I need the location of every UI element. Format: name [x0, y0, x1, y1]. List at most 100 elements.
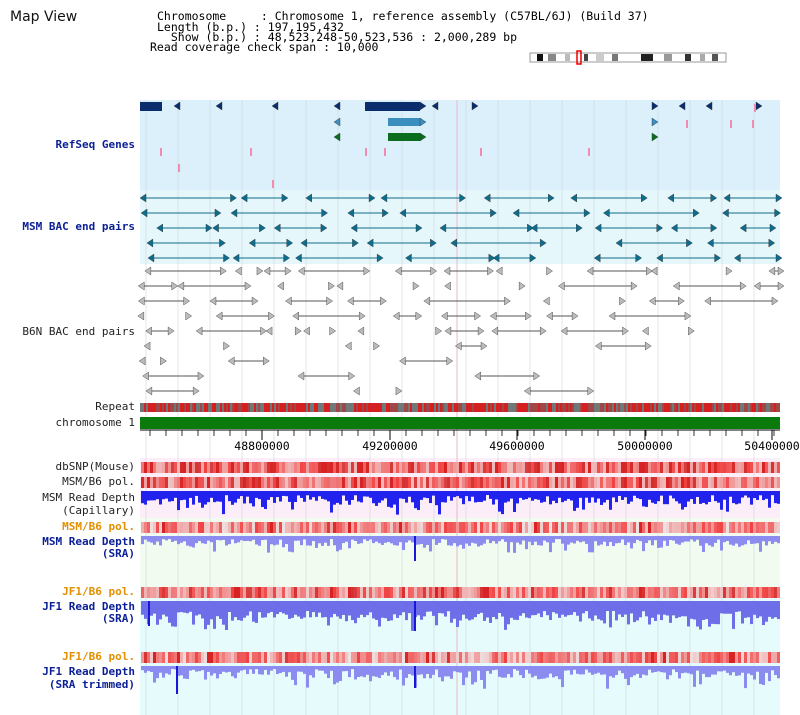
heatmap-cell — [687, 477, 690, 488]
heatmap-cell — [489, 522, 492, 533]
depth-bar — [492, 601, 495, 617]
heatmap-cell — [357, 522, 360, 533]
depth-bar — [408, 601, 411, 614]
b6n-end-right — [435, 326, 442, 336]
repeat-segment — [710, 403, 712, 412]
heatmap-cell — [759, 462, 762, 473]
msm-read-depth-capillary-label[interactable]: MSM Read Depth — [42, 491, 135, 504]
depth-bar — [570, 601, 573, 615]
heatmap-cell — [420, 587, 423, 598]
repeat-segment — [434, 403, 436, 412]
msm-read-depth-sra-label[interactable]: MSM Read Depth — [42, 535, 135, 548]
depth-bar — [771, 601, 774, 619]
b6n-end-right — [412, 281, 420, 291]
depth-bar — [465, 491, 468, 497]
bac-end-left — [156, 223, 163, 233]
repeat-segment — [554, 403, 556, 412]
repeat-segment — [302, 403, 304, 412]
depth-bar — [432, 666, 435, 675]
heatmap-tracks[interactable] — [141, 462, 780, 663]
repeat-segment — [720, 403, 722, 412]
heatmap-cell — [282, 477, 285, 488]
heatmap-cell — [669, 652, 672, 663]
repeat-segment — [292, 403, 294, 412]
depth-bar — [312, 491, 315, 498]
bac-end-right — [320, 223, 328, 233]
heatmap-cell — [726, 477, 729, 488]
depth-bar — [399, 491, 402, 499]
heatmap-cell — [480, 522, 483, 533]
jf1-read-depth-trimmed-label-2: (SRA trimmed) — [48, 678, 135, 691]
heatmap-cell — [714, 462, 717, 473]
b6n-end-right — [268, 311, 275, 321]
depth-bar — [459, 491, 462, 499]
b6n-end-right — [487, 266, 494, 276]
repeat-track[interactable] — [140, 403, 780, 412]
depth-bar — [456, 491, 459, 497]
heatmap-cell — [684, 522, 687, 533]
heatmap-cell — [669, 477, 672, 488]
refseq-genes-features[interactable] — [140, 101, 763, 188]
refseq-genes-label[interactable]: RefSeq Genes — [55, 138, 135, 151]
b6n-end-left — [137, 296, 145, 306]
b6n-bac-features[interactable] — [137, 266, 785, 396]
chromosome-ideogram[interactable] — [529, 50, 727, 65]
heatmap-cell — [675, 477, 678, 488]
depth-bar — [345, 536, 348, 542]
depth-bar — [609, 491, 612, 510]
depth-bar — [561, 601, 564, 615]
depth-bar — [351, 601, 354, 621]
jf1-read-depth-trimmed-label[interactable]: JF1 Read Depth — [42, 665, 135, 678]
heatmap-cell — [231, 477, 234, 488]
heatmap-cell — [258, 477, 261, 488]
heatmap-cell — [186, 462, 189, 473]
depth-bar — [687, 666, 690, 674]
depth-bar — [273, 666, 276, 670]
heatmap-cell — [741, 587, 744, 598]
repeat-segment — [174, 403, 176, 412]
heatmap-cell — [621, 477, 624, 488]
heatmap-cell — [372, 652, 375, 663]
msm-b6-pol-sra-label[interactable]: MSM/B6 pol. — [62, 520, 135, 533]
heatmap-cell — [624, 652, 627, 663]
heatmap-cell — [435, 477, 438, 488]
depth-bar — [339, 666, 342, 681]
depth-bar — [525, 491, 528, 500]
bac-end-left — [734, 253, 741, 263]
dbsnp-label[interactable]: dbSNP(Mouse) — [55, 460, 135, 473]
heatmap-cell — [450, 587, 453, 598]
repeat-segment — [334, 403, 336, 412]
heatmap-cell — [663, 462, 666, 473]
heatmap-cell — [318, 587, 321, 598]
msm-bac-end-pairs-label[interactable]: MSM BAC end pairs — [22, 220, 135, 233]
heatmap-cell — [183, 522, 186, 533]
heatmap-cell — [420, 462, 423, 473]
jf1-read-depth-sra-label[interactable]: JF1 Read Depth — [42, 600, 135, 613]
depth-bar — [333, 491, 336, 505]
depth-bar — [447, 666, 450, 677]
heatmap-cell — [384, 652, 387, 663]
repeat-segment — [194, 403, 196, 412]
repeat-segment — [460, 403, 462, 412]
heatmap-cell — [162, 522, 165, 533]
heatmap-cell — [288, 652, 291, 663]
jf1-b6-pol-trimmed-label[interactable]: JF1/B6 pol. — [62, 650, 135, 663]
heatmap-cell — [747, 652, 750, 663]
jf1-b6-pol-label[interactable]: JF1/B6 pol. — [62, 585, 135, 598]
depth-tracks[interactable] — [141, 491, 780, 694]
depth-bar — [348, 536, 351, 549]
msm-b6-pol-label[interactable]: MSM/B6 pol. — [62, 475, 135, 488]
heatmap-cell — [645, 477, 648, 488]
heatmap-cell — [657, 587, 660, 598]
chromosome-bar[interactable] — [140, 417, 780, 429]
msm-bac-features[interactable] — [139, 193, 783, 263]
repeat-segment — [170, 403, 172, 412]
repeat-segment — [468, 403, 470, 412]
repeat-segment — [246, 403, 248, 412]
depth-bar — [405, 536, 408, 543]
depth-bar — [276, 601, 279, 615]
heatmap-cell — [552, 477, 555, 488]
heatmap-cell — [597, 477, 600, 488]
b6n-bac-end-pairs-label[interactable]: B6N BAC end pairs — [22, 325, 135, 338]
